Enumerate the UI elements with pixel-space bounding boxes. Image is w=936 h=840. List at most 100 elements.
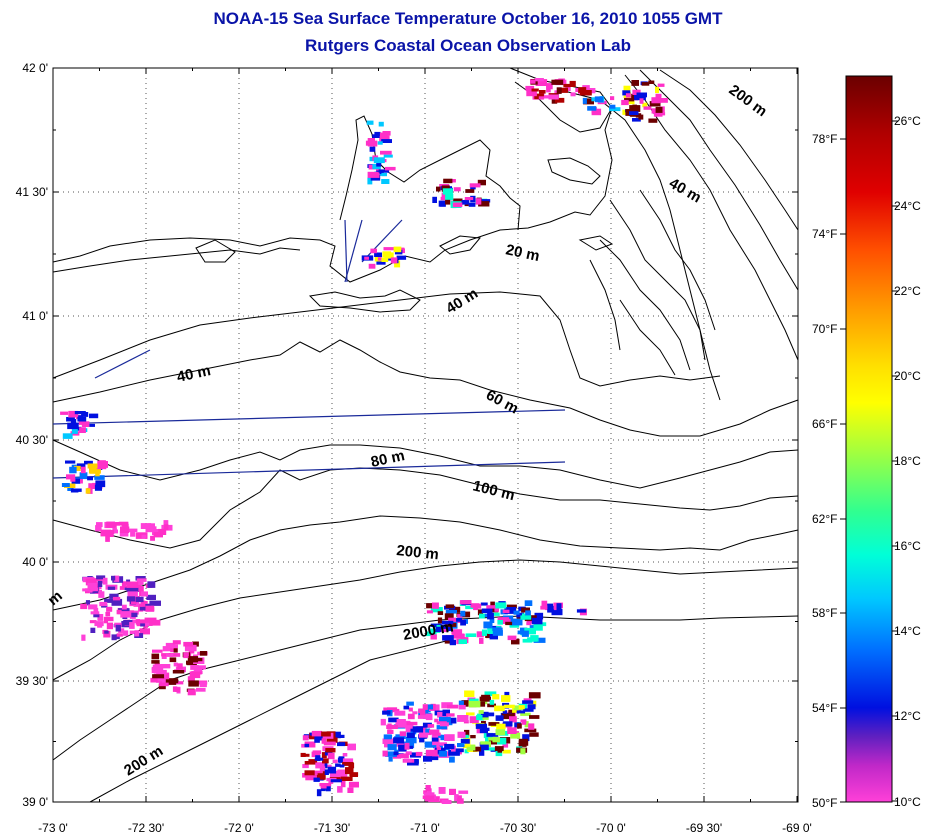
- colorbar-ticks: [840, 120, 898, 803]
- lon-label: -69 30': [686, 821, 722, 835]
- sst-pixel: [386, 724, 398, 729]
- sst-pixel: [348, 763, 355, 769]
- sst-pixel: [438, 787, 446, 794]
- sst-pixel: [146, 594, 156, 600]
- sst-pixel: [313, 770, 323, 775]
- sst-pixel: [551, 99, 558, 104]
- sst-pixel: [442, 625, 452, 632]
- sst-pixel: [432, 602, 439, 609]
- sst-pixel: [531, 617, 543, 625]
- sst-pixel: [530, 79, 536, 84]
- sst-pixel: [103, 630, 111, 638]
- depth-label-40-west: 40 m: [175, 362, 212, 386]
- sst-pixel: [423, 792, 435, 796]
- sst-pixel: [368, 263, 376, 269]
- sst-pixel: [539, 90, 546, 94]
- sst-pixel: [475, 723, 487, 729]
- sst-pixel: [435, 742, 447, 746]
- sst-pixel: [594, 96, 604, 103]
- sst-pixel: [479, 613, 485, 619]
- sst-pixel: [452, 202, 463, 208]
- sst-pixel: [407, 713, 415, 720]
- sst-pixel: [116, 633, 123, 637]
- sst-pixel: [648, 80, 655, 84]
- sst-pixel: [609, 104, 616, 109]
- sst-pixel: [523, 708, 534, 712]
- sst-pixel: [487, 703, 496, 708]
- sst-pixel: [78, 415, 84, 421]
- celsius-label: 26°C: [894, 114, 921, 128]
- sst-pixel: [497, 617, 510, 624]
- sst-pixel: [85, 488, 91, 494]
- sst-pixel: [168, 653, 181, 657]
- sst-pixel: [317, 773, 326, 780]
- sst-pixel: [484, 747, 496, 751]
- sst-pixel: [161, 653, 171, 657]
- sst-pixel: [192, 641, 199, 647]
- sst-pixel: [554, 97, 565, 103]
- sst-pixel: [66, 417, 75, 422]
- sst-pixel: [71, 478, 80, 484]
- sst-pixel: [378, 169, 390, 173]
- sst-pixel: [84, 460, 93, 465]
- sst-pixel: [376, 260, 386, 265]
- sst-pixel: [195, 665, 206, 670]
- sst-pixel: [636, 92, 647, 98]
- sst-pixel: [456, 617, 462, 622]
- sst-pixel: [655, 93, 662, 98]
- sst-pixel: [80, 466, 86, 474]
- sst-pixel: [418, 708, 426, 714]
- sst-pixel: [324, 769, 329, 775]
- sst-pixel: [394, 260, 401, 268]
- sst-pixel: [461, 200, 470, 205]
- sst-pixel: [122, 630, 129, 636]
- sst-pixel: [412, 711, 418, 715]
- celsius-label: 10°C: [894, 795, 921, 809]
- sst-pixel: [98, 460, 106, 466]
- sst-pixel: [152, 664, 164, 671]
- sst-pixel: [547, 605, 554, 612]
- sst-pixel: [74, 465, 81, 471]
- lat-label: 40 0': [22, 555, 48, 569]
- sst-pixel: [381, 179, 390, 184]
- graticule: [53, 68, 798, 802]
- sst-pixel: [97, 614, 104, 621]
- sst-pixel: [430, 607, 443, 613]
- sst-pixel: [426, 704, 433, 710]
- sst-pixel: [165, 678, 177, 685]
- sst-pixel: [442, 635, 454, 641]
- sst-pixel: [445, 199, 451, 205]
- sst-pixel: [396, 255, 407, 260]
- sst-pixel: [632, 118, 641, 122]
- sst-pixel: [145, 605, 155, 612]
- sst-pixel: [112, 527, 117, 532]
- sst-pixel: [132, 619, 138, 624]
- sst-pixel: [189, 671, 201, 679]
- sst-pixel: [321, 752, 327, 759]
- sst-pixel: [68, 410, 79, 418]
- sst-pixel: [502, 609, 510, 614]
- lat-label: 40 30': [16, 433, 48, 447]
- sst-pixel: [520, 615, 532, 620]
- sst-pixel: [158, 683, 166, 690]
- sst-pixel: [404, 742, 410, 750]
- sst-pixel: [195, 658, 203, 662]
- sst-pixel: [311, 751, 321, 758]
- sst-pixel: [520, 712, 531, 716]
- sst-pixel: [609, 107, 621, 112]
- sst-pixel: [501, 713, 513, 720]
- sst-pixel: [99, 601, 108, 607]
- sst-pixel: [364, 256, 369, 260]
- sst-pixel: [400, 753, 409, 759]
- glider-tracks: [52, 219, 566, 479]
- sst-pixel: [454, 794, 459, 802]
- sst-pixel: [393, 246, 402, 253]
- sst-pixel: [340, 776, 353, 781]
- sst-pixel: [137, 581, 144, 585]
- sst-pixel: [465, 633, 477, 637]
- sst-pixel: [480, 744, 489, 750]
- sst-pixel: [522, 700, 534, 704]
- sst-pixel: [632, 104, 637, 111]
- sst-pixel: [69, 466, 77, 474]
- sst-pixel: [623, 85, 631, 93]
